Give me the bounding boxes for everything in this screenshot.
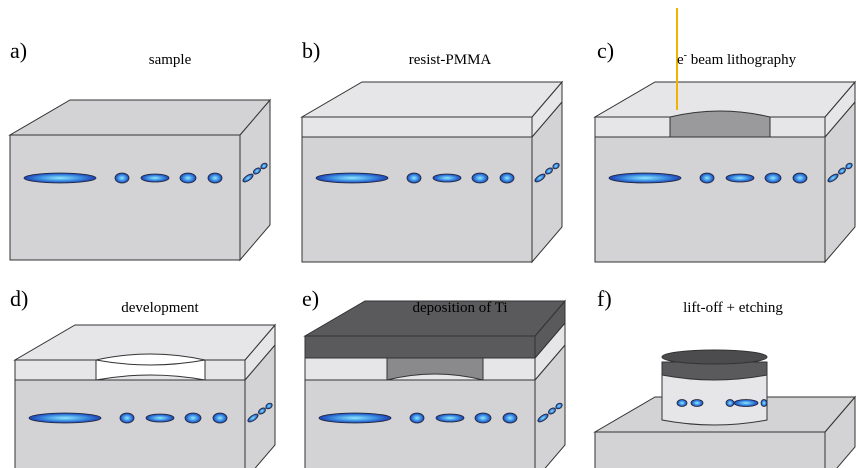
panel-title: sample <box>149 52 192 68</box>
quantum-dot <box>208 173 222 183</box>
panel-title: lift-off + etching <box>683 300 783 316</box>
layer-front <box>302 137 532 262</box>
panel-label: b) <box>302 38 320 63</box>
shapes <box>10 8 855 468</box>
pillar-top <box>662 350 767 364</box>
title-part: beam lithography <box>687 52 797 68</box>
quantum-dot <box>316 173 388 183</box>
layer-front <box>305 336 535 358</box>
layer-front <box>15 380 245 468</box>
quantum-dot <box>677 400 687 407</box>
quantum-dot <box>765 173 781 183</box>
quantum-dot <box>793 173 807 183</box>
quantum-dot <box>120 413 134 423</box>
quantum-dot <box>691 400 703 407</box>
panel-title: deposition of Ti <box>412 300 507 316</box>
quantum-dot <box>24 173 96 183</box>
panel-label: d) <box>10 286 28 311</box>
layer-top <box>10 100 270 135</box>
quantum-dot <box>726 400 734 407</box>
quantum-dot <box>503 413 517 423</box>
quantum-dot <box>115 173 129 183</box>
layer-front <box>302 117 532 137</box>
quantum-dot <box>436 414 464 422</box>
quantum-dot <box>410 413 424 423</box>
quantum-dot <box>475 413 491 423</box>
layer-front <box>305 380 535 468</box>
layer-front <box>595 432 825 468</box>
quantum-dot <box>734 400 758 407</box>
panel-label: f) <box>597 286 612 311</box>
layer-front <box>10 135 240 260</box>
quantum-dot <box>761 400 767 407</box>
panel-title: development <box>121 300 199 316</box>
panel-title: e- beam lithography <box>677 50 797 68</box>
quantum-dot <box>407 173 421 183</box>
quantum-dot <box>185 413 201 423</box>
quantum-dot <box>700 173 714 183</box>
layer-front <box>595 137 825 262</box>
quantum-dot <box>141 174 169 182</box>
quantum-dot <box>609 173 681 183</box>
panel-label: a) <box>10 38 27 63</box>
quantum-dot <box>180 173 196 183</box>
quantum-dot <box>500 173 514 183</box>
quantum-dot <box>433 174 461 182</box>
quantum-dot <box>146 414 174 422</box>
diagram: a) sample b) resist-PMMA c) e- beam lith… <box>0 0 856 468</box>
panel-label: e) <box>302 286 319 311</box>
panel-label: c) <box>597 38 614 63</box>
quantum-dot <box>472 173 488 183</box>
panel-title: resist-PMMA <box>409 52 492 68</box>
exposed-region <box>670 111 770 137</box>
pillar-ti <box>662 362 767 380</box>
quantum-dot <box>213 413 227 423</box>
layer-top <box>302 82 562 117</box>
quantum-dot <box>29 413 101 423</box>
quantum-dot <box>726 174 754 182</box>
quantum-dot <box>319 413 391 423</box>
